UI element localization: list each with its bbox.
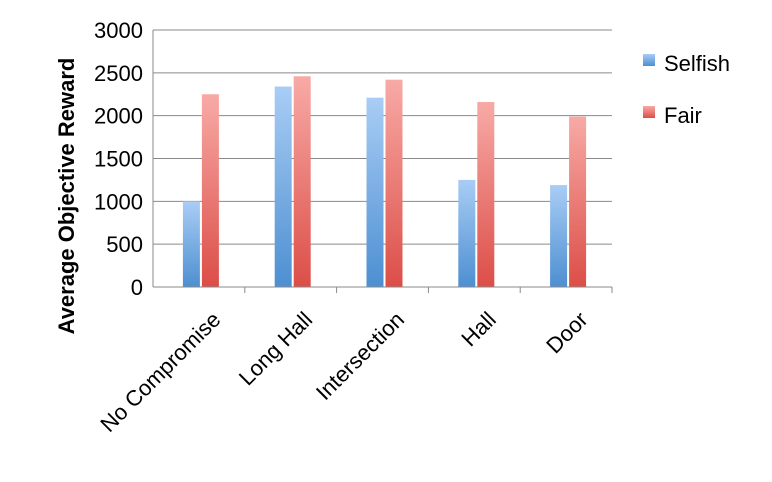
bar-fair bbox=[477, 101, 495, 288]
bars bbox=[182, 76, 587, 288]
bar-selfish bbox=[182, 201, 200, 287]
y-tick-label: 1500 bbox=[94, 147, 143, 172]
y-tick-label: 0 bbox=[131, 275, 143, 300]
bar-fair bbox=[201, 94, 219, 287]
legend: Selfish Fair bbox=[643, 51, 730, 128]
bar-fair bbox=[569, 116, 587, 287]
bar-fair bbox=[385, 79, 403, 287]
legend-swatch-fair bbox=[643, 106, 655, 118]
axes bbox=[152, 30, 613, 293]
y-tick-label: 500 bbox=[106, 232, 143, 257]
x-tick-label: Intersection bbox=[311, 307, 409, 405]
y-tick-label: 1000 bbox=[94, 189, 143, 214]
bar-selfish bbox=[366, 97, 384, 287]
bar-selfish bbox=[458, 179, 476, 287]
y-tick-labels: 0 500 1000 1500 2000 2500 3000 bbox=[94, 18, 143, 300]
x-tick-label: Long Hall bbox=[234, 307, 317, 390]
bar-fair bbox=[293, 76, 311, 287]
x-tick-label: No Compromise bbox=[95, 307, 225, 437]
y-tick-label: 3000 bbox=[94, 18, 143, 43]
bar-selfish bbox=[274, 86, 292, 287]
legend-swatch-selfish bbox=[643, 54, 655, 66]
x-tick-label: Hall bbox=[456, 307, 500, 351]
y-tick-label: 2500 bbox=[94, 61, 143, 86]
legend-label-selfish: Selfish bbox=[664, 51, 730, 76]
bar-selfish bbox=[550, 185, 568, 287]
y-tick-label: 2000 bbox=[94, 104, 143, 129]
x-tick-label: Door bbox=[541, 307, 592, 358]
legend-label-fair: Fair bbox=[664, 103, 702, 128]
y-axis-title: Average Objective Reward bbox=[54, 58, 79, 335]
